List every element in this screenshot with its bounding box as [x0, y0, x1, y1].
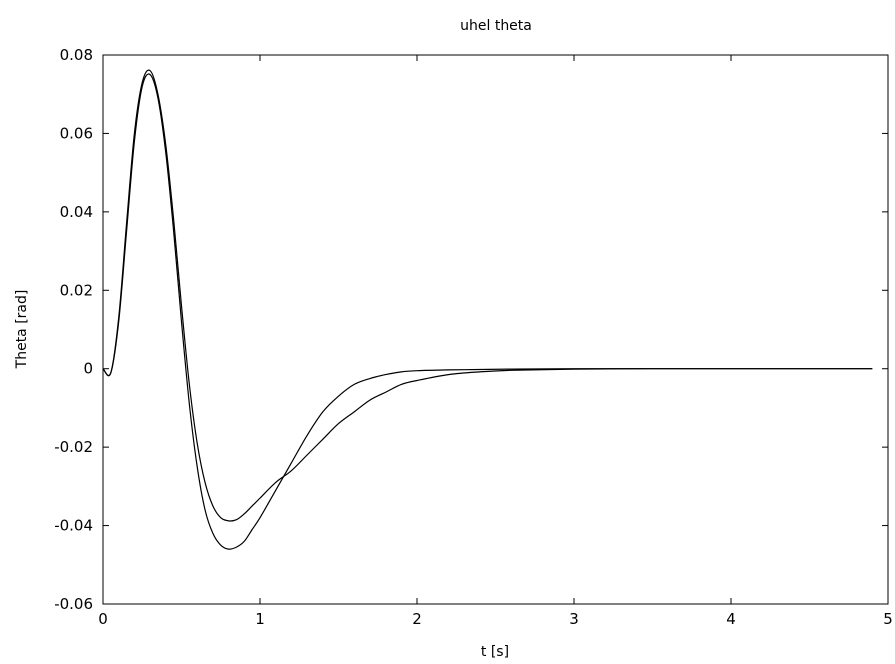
plot-frame — [102, 54, 889, 605]
series-line-2 — [102, 69, 873, 522]
x-tick-label: 1 — [255, 610, 265, 628]
x-tick-label: 3 — [569, 610, 579, 628]
x-tick-label: 0 — [98, 610, 108, 628]
y-axis-title: Theta [rad] — [14, 290, 30, 370]
x-axis-title: t [s] — [481, 644, 509, 660]
y-tick-label: 0 — [83, 360, 93, 378]
y-tick-label: 0.08 — [60, 46, 93, 64]
series-line-1 — [102, 73, 873, 550]
y-tick-label: 0.04 — [60, 203, 93, 221]
x-axis: 0 1 2 3 4 5 — [98, 55, 893, 628]
y-axis: -0.06 -0.04 -0.02 0 0.02 0.04 0.06 0.08 — [54, 46, 888, 613]
x-tick-label: 2 — [412, 610, 422, 628]
x-tick-label: 5 — [883, 610, 893, 628]
y-tick-label: 0.06 — [60, 124, 93, 142]
series-layer — [102, 69, 873, 550]
y-tick-label: -0.02 — [54, 438, 93, 456]
x-tick-label: 4 — [726, 610, 736, 628]
y-tick-label: -0.06 — [54, 595, 93, 613]
y-tick-label: -0.04 — [54, 517, 93, 535]
y-tick-label: 0.02 — [60, 281, 93, 299]
chart-title: uhel theta — [460, 18, 532, 34]
